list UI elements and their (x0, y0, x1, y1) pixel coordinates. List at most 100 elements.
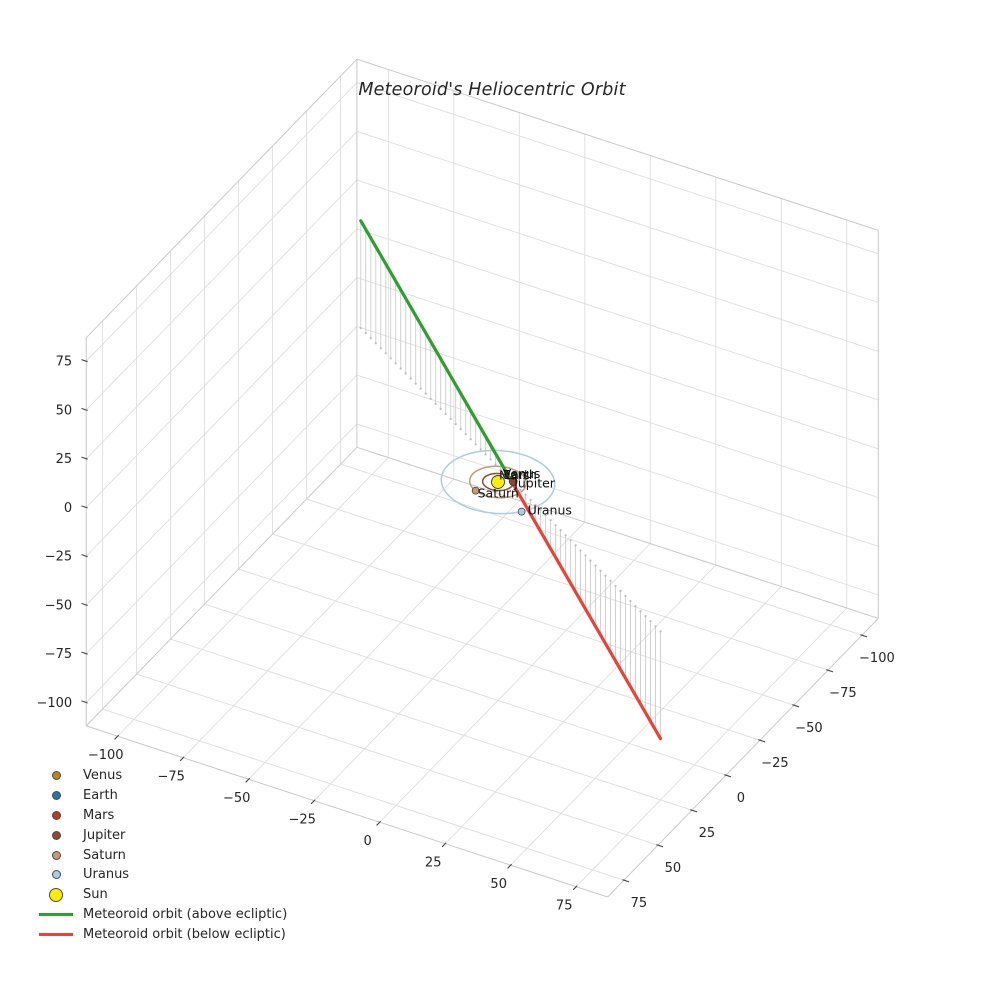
legend-item-mars: Mars (38, 806, 287, 826)
stem-foot-dot (594, 564, 597, 567)
x-tick-label: −50 (223, 791, 250, 806)
y-tick-label: −25 (761, 756, 788, 771)
stem-foot-dot (579, 549, 582, 552)
swatch (39, 932, 73, 936)
orbit-circle-uranus (440, 449, 556, 515)
stem-foot-dot (569, 539, 572, 542)
stem-foot-dot (549, 519, 552, 522)
stem-foot-dot (454, 423, 457, 426)
y-tick-label: 25 (699, 826, 716, 841)
stem-foot-dot (494, 463, 497, 466)
legend-item-earth: Earth (38, 786, 287, 806)
swatch (39, 913, 73, 916)
x-tick-label: 25 (425, 856, 442, 871)
swatch (51, 771, 61, 781)
legend-line-icon (38, 932, 74, 936)
planet-marker-uranus (517, 507, 526, 516)
y-tick-label: −50 (795, 721, 822, 736)
z-tick-label: −25 (45, 550, 72, 565)
swatch (51, 850, 61, 860)
swatch (51, 810, 61, 820)
y-tick-label: −100 (859, 651, 895, 666)
stem-foot-dot (499, 468, 502, 471)
stem-foot-dot (554, 524, 557, 527)
legend-marker-icon (38, 850, 74, 860)
stem-foot-dot (659, 630, 662, 633)
stem-foot-dot (384, 352, 387, 355)
stem-foot-dot (404, 372, 407, 375)
x-tick-label: −100 (88, 748, 124, 763)
legend-label: Earth (83, 788, 118, 804)
stem-foot-dot (369, 337, 372, 340)
planet-label-uranus: Uranus (528, 503, 572, 518)
stem-foot-dot (654, 625, 657, 628)
legend-item-uranus: Uranus (38, 865, 287, 885)
planet-label-venus: Venus (503, 466, 541, 481)
legend-label: Venus (83, 768, 123, 784)
legend-label: Mars (83, 807, 115, 823)
stem-foot-dot (429, 397, 432, 400)
stem-foot-dot (474, 443, 477, 446)
stem-foot-dot (639, 610, 642, 613)
stem-foot-dot (409, 377, 412, 380)
stem-foot-dot (564, 534, 567, 537)
stem-foot-dot (624, 594, 627, 598)
stem-foot-dot (394, 362, 397, 365)
swatch (51, 830, 61, 840)
stem-foot-dot (419, 387, 422, 390)
legend-marker-icon (38, 810, 74, 820)
stem-foot-dot (389, 357, 392, 360)
x-tick-label: −25 (288, 813, 315, 828)
sun-marker (491, 475, 505, 489)
meteoroid-orbit-below (509, 478, 663, 741)
planet-marker-jupiter (508, 477, 518, 486)
stem-foot-dot (609, 579, 612, 582)
legend-marker-icon (38, 887, 74, 902)
stem-foot-dot (589, 559, 592, 562)
y-tick-label: 75 (631, 896, 648, 911)
legend-label: Sun (83, 887, 108, 903)
stem-foot-dot (559, 529, 562, 532)
plot-title: Meteoroid's Heliocentric Orbit (358, 80, 626, 100)
z-tick-label: 50 (56, 404, 73, 419)
legend-item-meteoroid-orbit-above-ecliptic: Meteoroid orbit (above ecliptic) (38, 905, 287, 925)
stem-foot-dot (599, 569, 602, 572)
legend-label: Meteoroid orbit (above ecliptic) (83, 906, 288, 922)
stem-foot-dot (459, 428, 462, 431)
x-tick-label: 0 (364, 834, 372, 849)
z-tick-label: 75 (56, 355, 73, 370)
planet-label-jupiter: Jupiter (513, 476, 556, 491)
stem-foot-dot (649, 620, 652, 623)
stem-foot-dot (644, 615, 647, 618)
stem-foot-dot (619, 589, 622, 593)
legend-item-sun: Sun (38, 885, 287, 905)
y-tick-label: 50 (665, 861, 682, 876)
planet-label-earth: Earth (503, 467, 537, 482)
tick-labels: −100 −75 −50 −25 0 25 50 75 −100 −75 −50 −25 0 25 50 75… (36, 355, 894, 914)
z-tick-label: −100 (36, 696, 72, 711)
meteoroid-stems (359, 220, 662, 739)
grid (85, 69, 879, 888)
legend-item-jupiter: Jupiter (38, 825, 287, 845)
stem-foot-dot (484, 453, 487, 456)
y-tick-label: 0 (737, 791, 745, 806)
stem-foot-dot (359, 326, 362, 330)
legend-line-icon (38, 913, 74, 916)
legend-item-saturn: Saturn (38, 845, 287, 865)
meteoroid-orbit-lines (359, 219, 663, 741)
axis-ticks (81, 359, 868, 891)
stem-foot-dot (534, 503, 537, 507)
x-tick-label: 75 (556, 899, 573, 914)
stem-foot-dot (374, 342, 377, 345)
legend-item-venus: Venus (38, 766, 287, 786)
legend-item-meteoroid-orbit-below-ecliptic: Meteoroid orbit (below ecliptic) (38, 924, 287, 944)
stem-foot-dot (434, 402, 437, 405)
legend-marker-icon (38, 791, 74, 801)
stem-foot-dot (399, 367, 402, 370)
planet-label-saturn: Saturn (478, 486, 519, 501)
stem-foot-dot (444, 412, 447, 416)
legend-label: Jupiter (83, 827, 126, 843)
stem-foot-dot (424, 392, 427, 395)
